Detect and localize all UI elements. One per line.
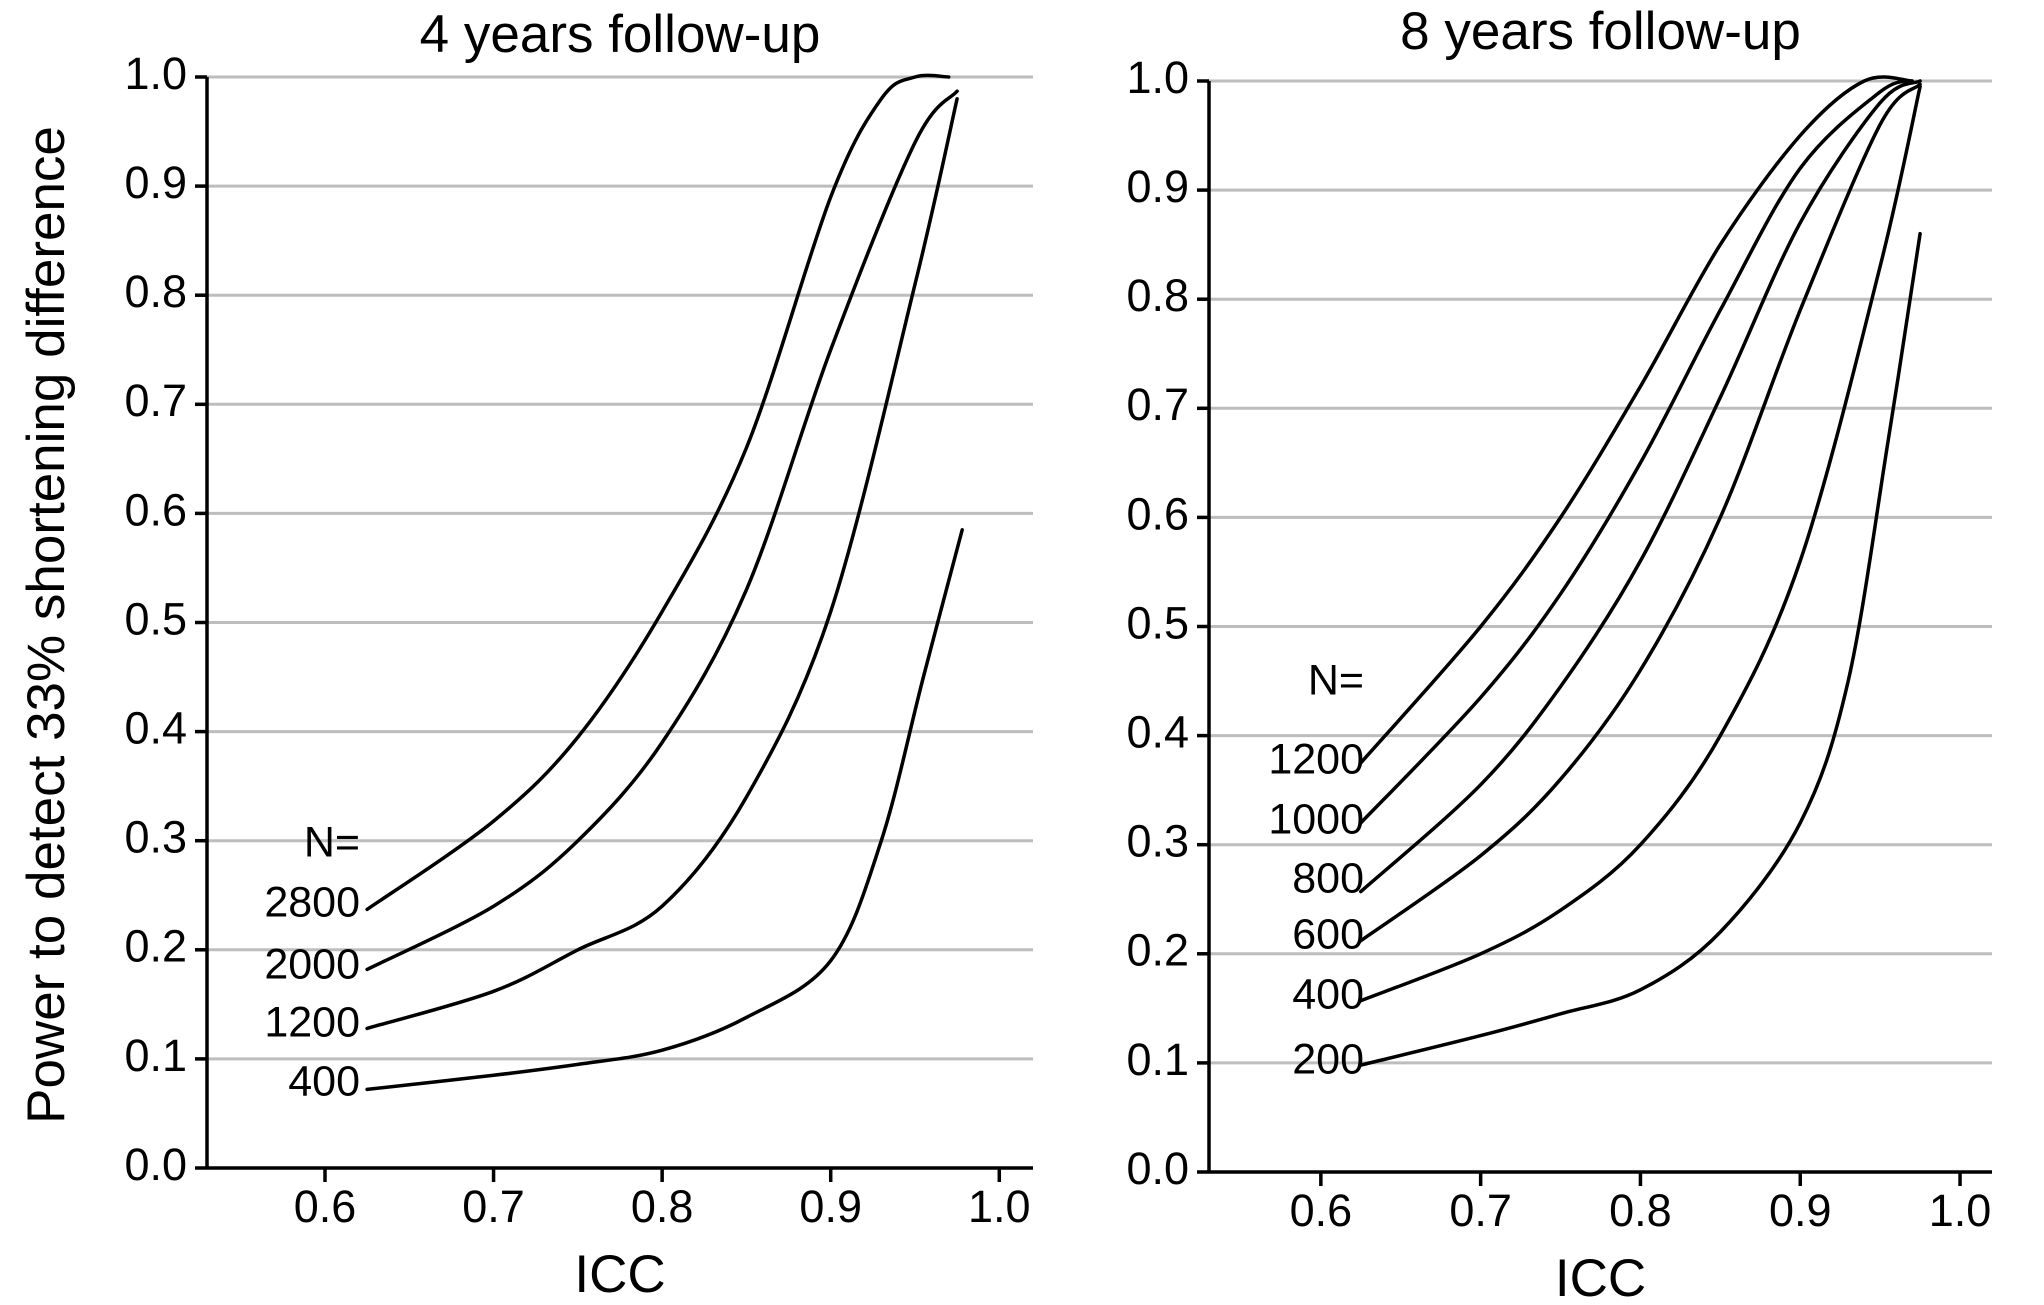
y-tick-label: 1.0 (1126, 52, 1189, 103)
y-tick-label: 0.7 (124, 375, 187, 426)
series-line-n2000 (365, 89, 959, 972)
y-tick-label: 0.0 (124, 1139, 187, 1190)
y-tick-label: 0.9 (1126, 161, 1189, 212)
x-axis-title: ICC (1555, 1249, 1646, 1305)
y-tick-label: 0.4 (1126, 706, 1189, 757)
series-label-n400: 400 (288, 1057, 360, 1105)
y-tick-label: 0.9 (124, 157, 187, 208)
y-tick-label: 0.0 (1126, 1143, 1189, 1194)
series-label-n600: 600 (1292, 910, 1364, 958)
x-tick-label: 1.0 (1929, 1185, 1992, 1236)
y-tick-label: 0.7 (1126, 379, 1189, 430)
x-tick-label: 0.8 (1609, 1185, 1672, 1236)
y-tick-label: 0.3 (1126, 816, 1189, 867)
series-label-n800: 800 (1292, 854, 1364, 902)
series-label-n1000: 1000 (1268, 795, 1364, 843)
legend-header: N= (1308, 656, 1364, 704)
y-tick-label: 0.5 (1126, 597, 1189, 648)
series-line-n1200 (1359, 75, 1914, 765)
series-line-n400 (365, 528, 964, 1092)
series-line-n800 (1359, 79, 1922, 894)
x-tick-label: 0.8 (631, 1181, 694, 1232)
x-tick-label: 0.7 (1449, 1185, 1512, 1236)
y-tick-label: 0.1 (1126, 1034, 1189, 1085)
x-tick-label: 0.6 (294, 1181, 357, 1232)
y-tick-label: 0.6 (124, 484, 187, 535)
series-label-n400: 400 (1292, 970, 1364, 1018)
y-tick-label: 0.3 (124, 812, 187, 863)
x-tick-label: 1.0 (968, 1181, 1031, 1232)
series-line-n1000 (1359, 79, 1914, 825)
x-tick-label: 0.9 (1769, 1185, 1832, 1236)
y-tick-label: 0.2 (1126, 925, 1189, 976)
series-line-n600 (1359, 82, 1922, 943)
x-tick-label: 0.7 (462, 1181, 525, 1232)
y-tick-label: 0.5 (124, 593, 187, 644)
panel-8-years: 8 years follow-up 0.0 0.1 0.2 0.3 0.4 0.5 0.6 0.… (1126, 2, 1992, 1305)
y-axis-title: Power to detect 33% shortening differenc… (17, 126, 76, 1124)
y-tick-label: 1.0 (124, 48, 187, 99)
series-line-n1200 (365, 97, 959, 1031)
series-line-n200 (1359, 231, 1922, 1067)
legend-header: N= (304, 818, 360, 866)
series-label-n200: 200 (1292, 1035, 1364, 1083)
y-tick-label: 0.8 (1126, 270, 1189, 321)
y-tick-label: 0.1 (124, 1030, 187, 1081)
series-label-n2000: 2000 (264, 940, 360, 988)
x-tick-label: 0.9 (799, 1181, 862, 1232)
series-label-n2800: 2800 (264, 878, 360, 926)
y-tick-label: 0.2 (124, 921, 187, 972)
x-tick-label: 0.6 (1290, 1185, 1353, 1236)
y-tick-label: 0.6 (1126, 488, 1189, 539)
x-axis-title: ICC (574, 1245, 665, 1304)
panel-4-years: 4 years follow-up 0.0 0.1 0.2 0.3 0.4 0.5 0.6 0.… (124, 5, 1033, 1304)
series-label-n1200: 1200 (264, 998, 360, 1046)
y-tick-label: 0.8 (124, 266, 187, 317)
y-tick-label: 0.4 (124, 702, 187, 753)
series-label-n1200: 1200 (1268, 735, 1364, 783)
series-line-n2800 (365, 73, 951, 912)
series-line-n400 (1359, 84, 1922, 1003)
chart-title: 8 years follow-up (1400, 2, 1801, 61)
chart-title: 4 years follow-up (420, 5, 821, 64)
